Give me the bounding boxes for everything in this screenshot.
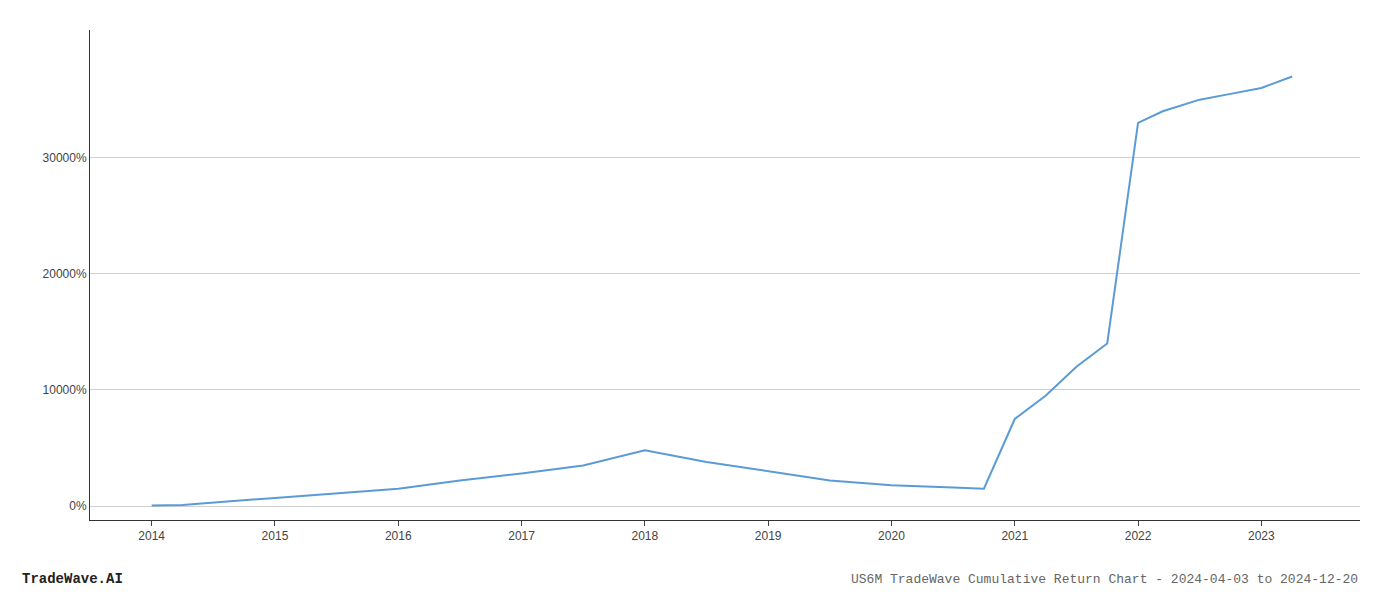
- svg-text:0%: 0%: [69, 499, 87, 513]
- svg-text:2014: 2014: [138, 529, 165, 543]
- svg-text:2015: 2015: [262, 529, 289, 543]
- svg-text:2017: 2017: [508, 529, 535, 543]
- svg-text:TradeWave.AI: TradeWave.AI: [22, 571, 123, 587]
- svg-text:2016: 2016: [385, 529, 412, 543]
- svg-text:2020: 2020: [878, 529, 905, 543]
- svg-text:2023: 2023: [1248, 529, 1275, 543]
- svg-text:10000%: 10000%: [43, 383, 87, 397]
- svg-text:2018: 2018: [631, 529, 658, 543]
- svg-text:2021: 2021: [1001, 529, 1028, 543]
- svg-text:2022: 2022: [1125, 529, 1152, 543]
- svg-text:30000%: 30000%: [43, 151, 87, 165]
- svg-text:20000%: 20000%: [43, 267, 87, 281]
- svg-text:US6M TradeWave Cumulative Retu: US6M TradeWave Cumulative Return Chart -…: [851, 572, 1358, 587]
- svg-text:2019: 2019: [755, 529, 782, 543]
